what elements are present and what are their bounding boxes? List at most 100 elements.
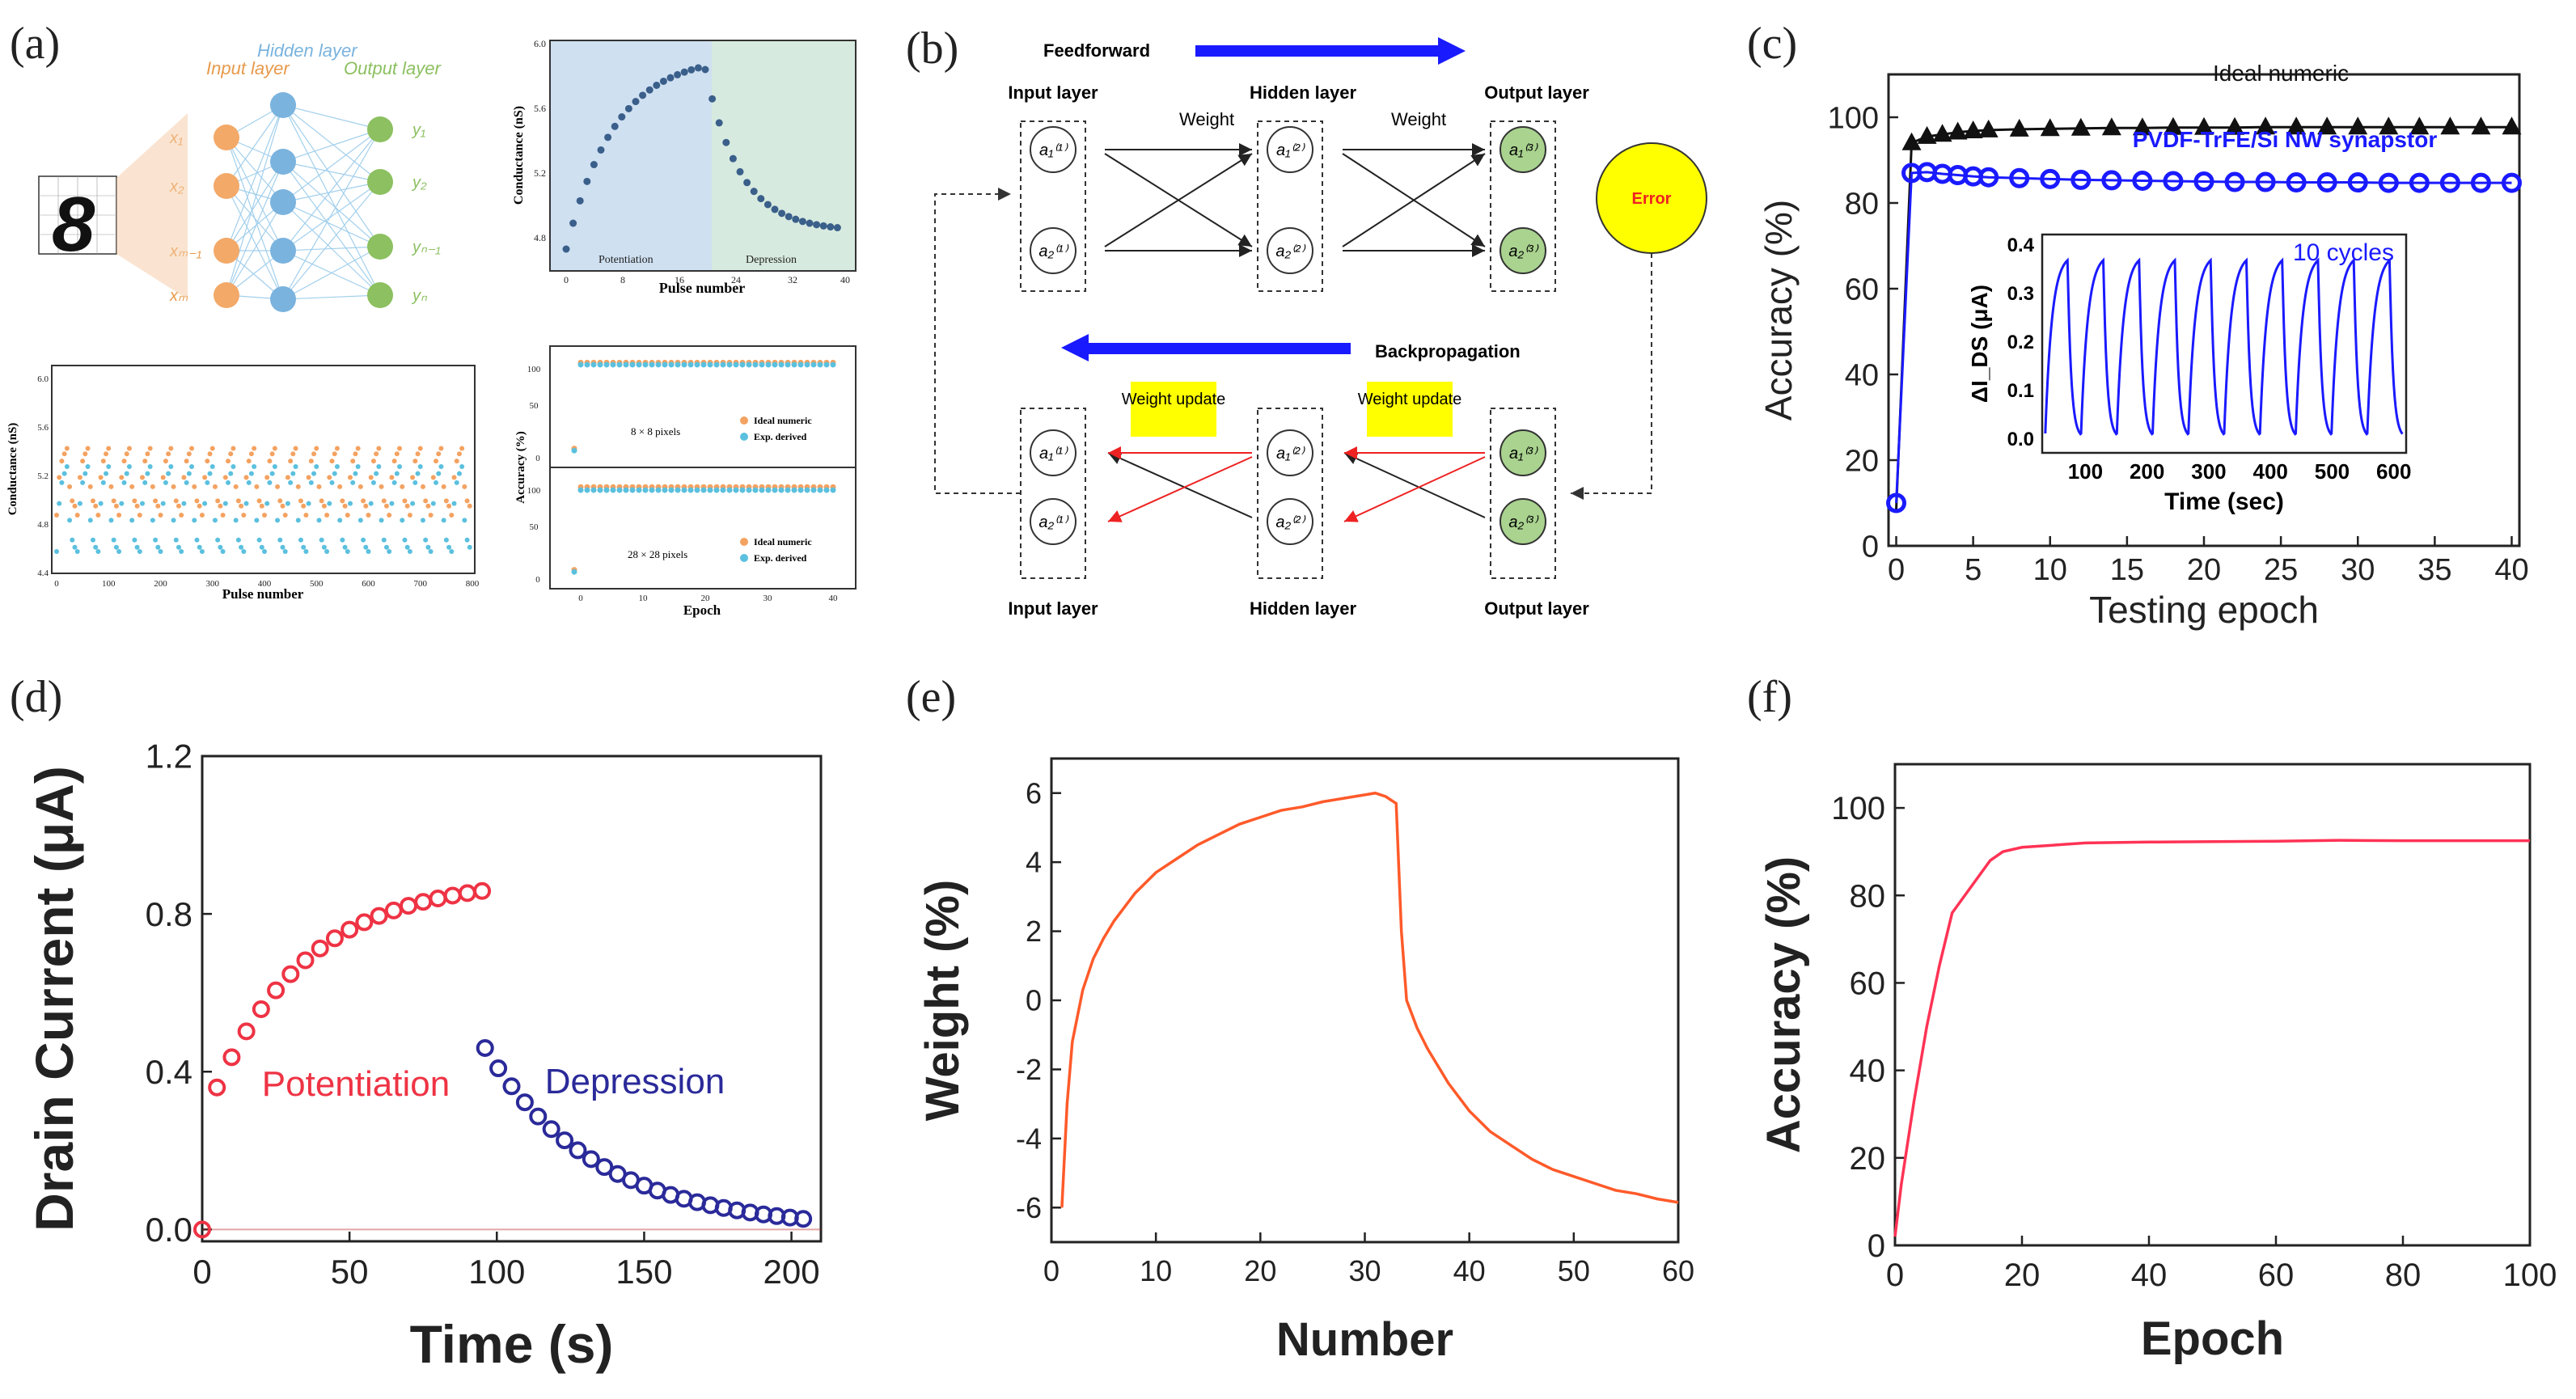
cyc-point-ideal	[150, 484, 155, 489]
cyc-point-exp	[163, 480, 168, 485]
cyc-point-exp	[100, 480, 106, 485]
cyc-point-ideal	[381, 498, 387, 504]
cyc-point-ideal	[252, 446, 257, 451]
cyc-point-exp	[438, 464, 444, 469]
x-tick-label: 35	[2417, 553, 2451, 587]
cyc-point-ideal	[355, 446, 361, 451]
accuracy-line	[1893, 839, 2530, 1237]
cyc-xtick: 800	[466, 579, 480, 589]
cyc-point-ideal	[446, 503, 452, 509]
cyc-point-ideal	[64, 446, 70, 451]
cyc-point-ideal	[113, 503, 119, 509]
exp-marker	[2193, 171, 2214, 192]
acc-point-exp	[823, 487, 830, 493]
cyc-point-exp	[218, 544, 223, 550]
acc-point-exp	[810, 361, 817, 368]
potentiation-point	[473, 881, 492, 900]
cond-point	[604, 133, 612, 142]
cycling-plot: Pulse number Conductance (nS) 4.4 4.8 5.…	[6, 365, 480, 602]
cyc-point-ideal	[228, 451, 234, 457]
cyc-point-exp	[342, 544, 348, 550]
cyc-point-exp	[368, 501, 374, 506]
cyc-point-exp	[443, 537, 449, 543]
cyc-point-ideal	[111, 498, 116, 504]
acc-point-exp	[804, 487, 810, 493]
potentiation-label: Potentiation	[262, 1064, 450, 1104]
bottom-output-label: Output layer	[1484, 598, 1589, 619]
acc-point-exp	[713, 487, 720, 493]
layer-node	[1267, 227, 1313, 274]
cyc-point-exp	[243, 501, 249, 506]
cyc-point-ideal	[334, 446, 340, 451]
acc-point-exp	[636, 487, 642, 493]
cyc-point-ideal	[459, 446, 465, 451]
acc-point-exp	[817, 487, 823, 493]
cyc-ytick: 5.6	[37, 423, 49, 433]
cyc-point-ideal	[70, 498, 75, 504]
cyc-point-ideal	[308, 459, 314, 464]
layer-node	[1267, 498, 1313, 545]
cond-point	[813, 221, 821, 229]
output-node	[367, 116, 393, 142]
cond-xtick: 16	[675, 274, 684, 285]
acc-point-exp	[694, 361, 700, 368]
layer-node	[1030, 429, 1077, 476]
cyc-point-exp	[290, 471, 296, 476]
cyc-point-exp	[192, 518, 197, 523]
hidden-node	[270, 238, 296, 264]
potentiation-point	[193, 1220, 211, 1239]
acc-point-exp	[765, 361, 772, 368]
exp-marker	[2409, 172, 2430, 193]
cyc-point-exp	[132, 537, 137, 543]
x-tick-label: 50	[331, 1253, 369, 1291]
cyc-point-exp	[441, 518, 446, 523]
cyc-point-ideal	[254, 484, 260, 489]
ideal-marker	[2317, 116, 2337, 135]
cyc-point-exp	[222, 501, 228, 506]
cyc-point-ideal	[321, 503, 327, 509]
exp-marker	[2378, 172, 2399, 193]
input-funnel	[116, 113, 188, 299]
cyc-point-exp	[301, 544, 307, 550]
exp-marker	[2439, 172, 2460, 193]
cond-point	[680, 68, 688, 76]
cyc-point-exp	[306, 501, 311, 506]
y-tick-label: 0	[1026, 984, 1042, 1017]
cyc-point-exp	[324, 549, 330, 554]
cyc-point-exp	[316, 518, 322, 523]
cyc-point-ideal	[179, 513, 184, 518]
acc-ytick: 50	[530, 522, 539, 532]
cond-point	[639, 91, 647, 99]
cyc-point-ideal	[106, 446, 112, 451]
potentiation-point	[252, 1000, 270, 1019]
layer-node-label: a₁⁽²⁾	[1276, 142, 1305, 159]
cyc-point-exp	[412, 480, 418, 485]
cyc-point-ideal	[438, 446, 444, 451]
acc-point-exp	[675, 361, 681, 368]
chart-d: 0 50 100 150 200 0.0 0.4 0.8 1.2 Time (s) Drain Cu…	[24, 738, 823, 1374]
cond-point	[743, 179, 751, 187]
inset-trace	[2044, 257, 2404, 436]
cyc-point-ideal	[93, 503, 99, 509]
acc-point-exp	[597, 487, 603, 493]
cond-point	[583, 177, 591, 185]
feedforward-label: Feedforward	[1043, 40, 1150, 61]
cyc-point-ideal	[376, 446, 382, 451]
hidden-node	[270, 189, 296, 215]
net-output-label: Output layer	[344, 58, 442, 78]
cyc-point-ideal	[126, 446, 132, 451]
cyc-point-ideal	[467, 503, 472, 509]
y-tick-label: 0.4	[146, 1053, 192, 1091]
depression-point	[515, 1093, 534, 1112]
ideal-marker	[2348, 116, 2368, 135]
depression-point	[595, 1158, 614, 1177]
y-tick-label: 0.8	[146, 895, 192, 933]
cyc-point-ideal	[95, 513, 101, 518]
cyc-point-ideal	[212, 484, 218, 489]
exp-line	[1895, 171, 2512, 504]
layer-node-label: a₂⁽³⁾	[1508, 514, 1538, 531]
layer-node	[1267, 126, 1313, 173]
cyc-point-ideal	[119, 475, 125, 480]
cyc-point-exp	[340, 537, 345, 543]
cyc-point-exp	[397, 464, 403, 469]
